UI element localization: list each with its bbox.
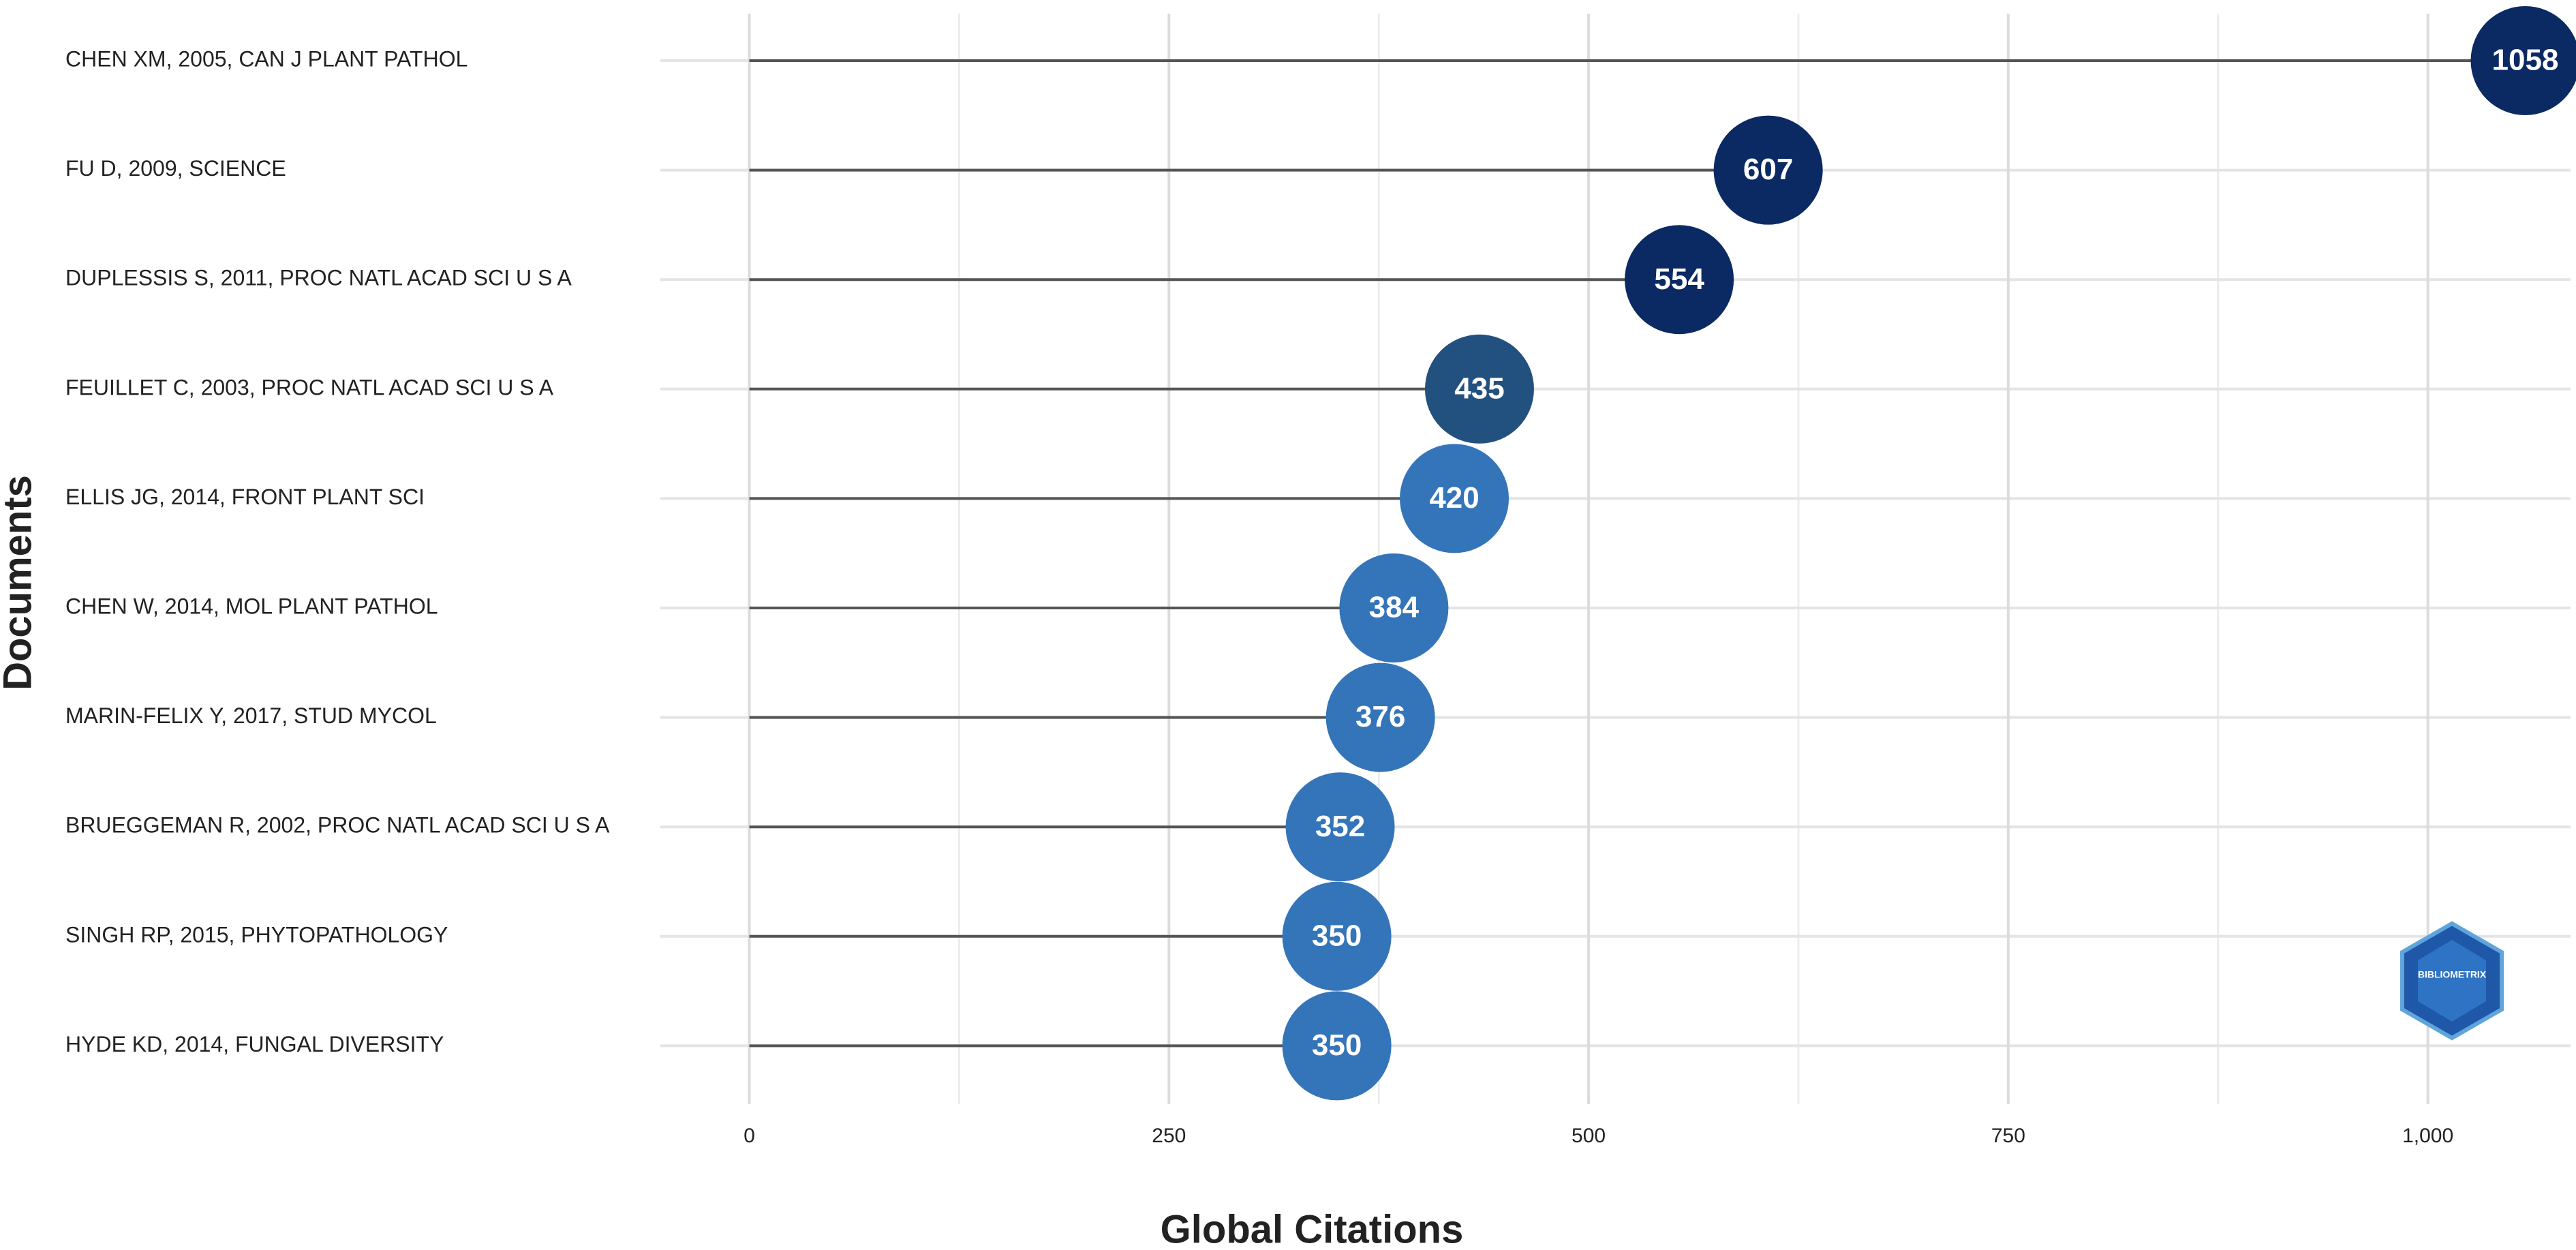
dot bbox=[1625, 225, 1734, 335]
value-label: 352 bbox=[1315, 810, 1365, 843]
logo-inner bbox=[2418, 940, 2486, 1022]
value-label: 420 bbox=[1429, 481, 1479, 515]
dot bbox=[1325, 662, 1435, 772]
x-tick-label: 750 bbox=[1991, 1125, 2025, 1147]
x-tick-label: 500 bbox=[1571, 1125, 1606, 1147]
dot bbox=[1282, 991, 1392, 1101]
x-tick-label: 250 bbox=[1152, 1125, 1186, 1147]
value-label: 384 bbox=[1369, 591, 1420, 624]
y-tick-label: DUPLESSIS S, 2011, PROC NATL ACAD SCI U … bbox=[65, 266, 572, 290]
value-label: 607 bbox=[1743, 153, 1793, 186]
dot bbox=[1285, 772, 1395, 882]
x-tick-label: 1,000 bbox=[2402, 1125, 2453, 1147]
dot bbox=[1424, 334, 1534, 444]
y-tick-label: SINGH RP, 2015, PHYTOPATHOLOGY bbox=[65, 922, 448, 947]
y-axis-title: Documents bbox=[0, 475, 40, 690]
logo-text: BIBLIOMETRIX bbox=[2418, 969, 2487, 980]
y-tick-label: FEUILLET C, 2003, PROC NATL ACAD SCI U S… bbox=[65, 375, 554, 399]
y-tick-label: BRUEGGEMAN R, 2002, PROC NATL ACAD SCI U… bbox=[65, 813, 610, 838]
value-label: 554 bbox=[1654, 262, 1704, 296]
dot bbox=[1339, 553, 1449, 662]
y-tick-label: MARIN-FELIX Y, 2017, STUD MYCOL bbox=[65, 703, 437, 728]
logo: BIBLIOMETRIX bbox=[2400, 921, 2504, 1041]
value-label: 350 bbox=[1312, 919, 1362, 952]
x-tick-label: 0 bbox=[743, 1125, 755, 1147]
y-tick-label: CHEN W, 2014, MOL PLANT PATHOL bbox=[65, 594, 438, 618]
y-tick-label: FU D, 2009, SCIENCE bbox=[65, 156, 286, 181]
dot bbox=[1282, 881, 1392, 991]
dot bbox=[2470, 6, 2576, 115]
y-tick-label: CHEN XM, 2005, CAN J PLANT PATHOL bbox=[65, 46, 467, 71]
x-axis-title: Global Citations bbox=[1161, 1207, 1464, 1250]
value-label: 435 bbox=[1454, 371, 1504, 405]
y-tick-label: ELLIS JG, 2014, FRONT PLANT SCI bbox=[65, 485, 425, 509]
value-label: 1058 bbox=[2492, 44, 2559, 77]
dot bbox=[1400, 444, 1509, 553]
y-tick-label: HYDE KD, 2014, FUNGAL DIVERSITY bbox=[65, 1032, 444, 1056]
dot bbox=[1713, 115, 1823, 225]
value-label: 350 bbox=[1312, 1028, 1362, 1062]
value-label: 376 bbox=[1355, 700, 1405, 733]
